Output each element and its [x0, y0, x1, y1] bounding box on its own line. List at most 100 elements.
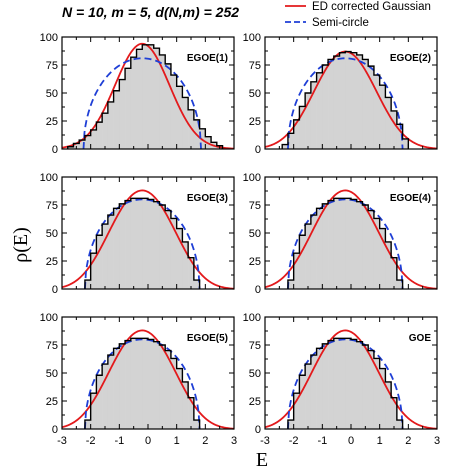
- x-axis-label: E: [256, 449, 268, 469]
- hist-bar: [328, 200, 335, 289]
- hist-bar: [305, 364, 312, 429]
- y-tick-label: 0: [52, 284, 58, 296]
- hist-bar: [165, 210, 172, 289]
- y-tick-label: 0: [255, 144, 261, 156]
- hist-bar: [339, 198, 346, 289]
- histogram-outline: [287, 337, 404, 429]
- hist-bar: [136, 338, 143, 429]
- y-tick-label: 75: [249, 60, 261, 72]
- hist-bar: [96, 375, 103, 429]
- hist-bar: [345, 338, 352, 429]
- x-tick-label: -1: [317, 435, 327, 447]
- panel-egoe5: 0 25 50 75 100 -3 -2 -1 0 1 2 3 EGOE(5): [40, 312, 237, 447]
- hist-bar: [379, 368, 386, 429]
- panel-label: EGOE(3): [187, 193, 228, 204]
- hist-bar: [176, 228, 183, 289]
- hist-bar: [310, 215, 317, 289]
- panel-egoe3: 0 25 50 75 100 EGOE(3): [40, 172, 235, 296]
- semicircle-curve: [287, 57, 404, 150]
- y-tick-label: 75: [46, 340, 58, 352]
- hist-bar: [136, 198, 143, 289]
- y-tick-label: 100: [40, 32, 58, 44]
- hist-bar: [102, 113, 109, 149]
- y-tick-label: 25: [249, 256, 261, 268]
- y-tick-label: 0: [255, 424, 261, 436]
- hist-bar: [153, 48, 160, 150]
- hist-bar: [391, 110, 398, 149]
- hist-bar: [351, 52, 358, 149]
- y-tick-label: 75: [249, 200, 261, 212]
- hist-bar: [333, 56, 340, 149]
- panel-goe: 0 25 50 75 100 -3 -2 -1 0 1 2 3 GOE: [243, 312, 440, 447]
- hist-bar: [305, 93, 312, 149]
- hist-bar: [385, 97, 392, 149]
- hist-bar: [305, 224, 312, 289]
- hist-bar: [84, 135, 91, 149]
- hist-bar: [107, 355, 114, 429]
- hist-bar: [356, 54, 363, 149]
- hist-bar: [84, 280, 91, 289]
- x-tick-label: -3: [57, 435, 67, 447]
- hist-bar: [142, 198, 149, 289]
- hist-bar: [148, 44, 155, 150]
- hist-bar: [102, 224, 109, 289]
- hist-bar: [293, 393, 300, 429]
- hist-bar: [119, 203, 126, 289]
- hist-bar: [333, 198, 340, 289]
- panel-label: EGOE(5): [187, 333, 228, 344]
- hist-bar: [79, 140, 86, 149]
- hist-bar: [107, 101, 114, 149]
- x-tick-label: 2: [202, 435, 208, 447]
- hist-bar: [113, 90, 120, 149]
- y-tick-label: 25: [46, 116, 58, 128]
- panels: 0255075100EGOE(1)0255075100EGOE(2)025507…: [40, 32, 440, 447]
- x-tick-label: -1: [114, 435, 124, 447]
- hist-bar: [170, 358, 177, 429]
- y-tick-label: 75: [46, 200, 58, 212]
- hist-bar: [379, 85, 386, 149]
- y-axis-label: ρ(E): [10, 227, 32, 263]
- hist-bar: [293, 253, 300, 289]
- hist-bar: [362, 205, 369, 289]
- hist-bar: [351, 339, 358, 429]
- hist-bar: [90, 129, 97, 149]
- y-tick-label: 100: [243, 32, 261, 44]
- panel-egoe2: 0 25 50 75 100 EGOE(2): [243, 32, 438, 156]
- y-tick-label: 0: [255, 284, 261, 296]
- hist-bar: [299, 106, 306, 149]
- x-tick-label: 3: [434, 435, 440, 447]
- x-tick-label: 3: [231, 435, 237, 447]
- histogram-outline: [67, 44, 224, 149]
- hist-bar: [385, 381, 392, 429]
- hist-bar: [373, 218, 380, 289]
- semicircle-curve: [84, 338, 201, 430]
- hist-bar: [142, 44, 149, 150]
- hist-bar: [287, 133, 294, 149]
- y-tick-label: 75: [46, 60, 58, 72]
- x-tick-label: 1: [377, 435, 383, 447]
- hist-bar: [136, 49, 143, 149]
- hist-bar: [322, 203, 329, 289]
- hist-bar: [193, 280, 200, 289]
- x-tick-label: 1: [174, 435, 180, 447]
- y-tick-label: 75: [249, 340, 261, 352]
- hist-bar: [67, 146, 74, 149]
- y-tick-label: 0: [52, 424, 58, 436]
- y-tick-label: 100: [40, 172, 58, 184]
- hist-bar: [339, 338, 346, 429]
- hist-bar: [159, 54, 166, 149]
- hist-bar: [391, 257, 398, 289]
- hist-bar: [316, 72, 323, 149]
- legend-label-semicircle: Semi-circle: [312, 17, 369, 29]
- hist-bar: [316, 208, 323, 289]
- hist-bar: [322, 343, 329, 429]
- histogram-outline: [287, 197, 404, 289]
- hist-bar: [188, 257, 195, 289]
- figure-title: N = 10, m = 5, d(N,m) = 252: [62, 4, 239, 20]
- hist-bar: [84, 420, 91, 429]
- hist-bar: [182, 381, 189, 429]
- hist-bar: [379, 228, 386, 289]
- hist-bar: [153, 201, 160, 289]
- panel-label: GOE: [409, 333, 432, 344]
- hist-bar: [130, 57, 137, 149]
